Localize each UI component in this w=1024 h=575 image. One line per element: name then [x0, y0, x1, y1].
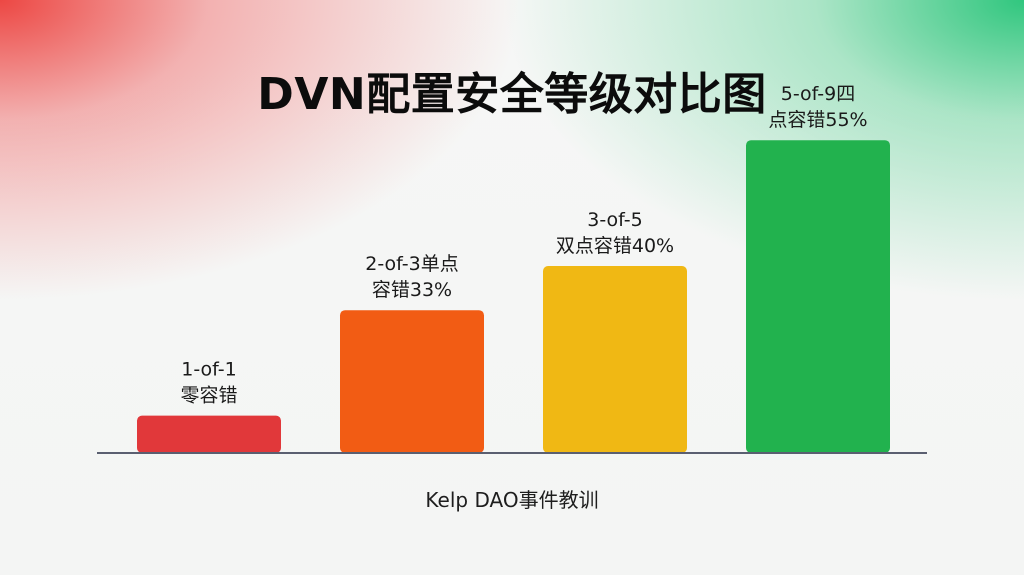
bar-3-label-line-1: 3-of-5: [587, 209, 643, 231]
bar-4-label-line-2: 点容错55%: [768, 109, 867, 131]
bar-1-label-line-2: 零容错: [180, 385, 237, 407]
bars-group: [137, 140, 890, 453]
bar-3: [543, 266, 687, 453]
bar-2: [340, 310, 484, 453]
bar-4-label-line-1: 5-of-9四: [781, 83, 856, 105]
x-axis-label: Kelp DAO事件教训: [425, 488, 599, 512]
bar-4: [746, 140, 890, 453]
bar-1: [137, 415, 281, 453]
bar-1-label-line-1: 1-of-1: [181, 359, 237, 381]
chart-title: DVN配置安全等级对比图: [257, 69, 767, 120]
bar-2-label-line-2: 容错33%: [372, 279, 452, 301]
bar-3-label-line-2: 双点容错40%: [556, 235, 674, 257]
bar-2-label-line-1: 2-of-3单点: [365, 253, 459, 275]
